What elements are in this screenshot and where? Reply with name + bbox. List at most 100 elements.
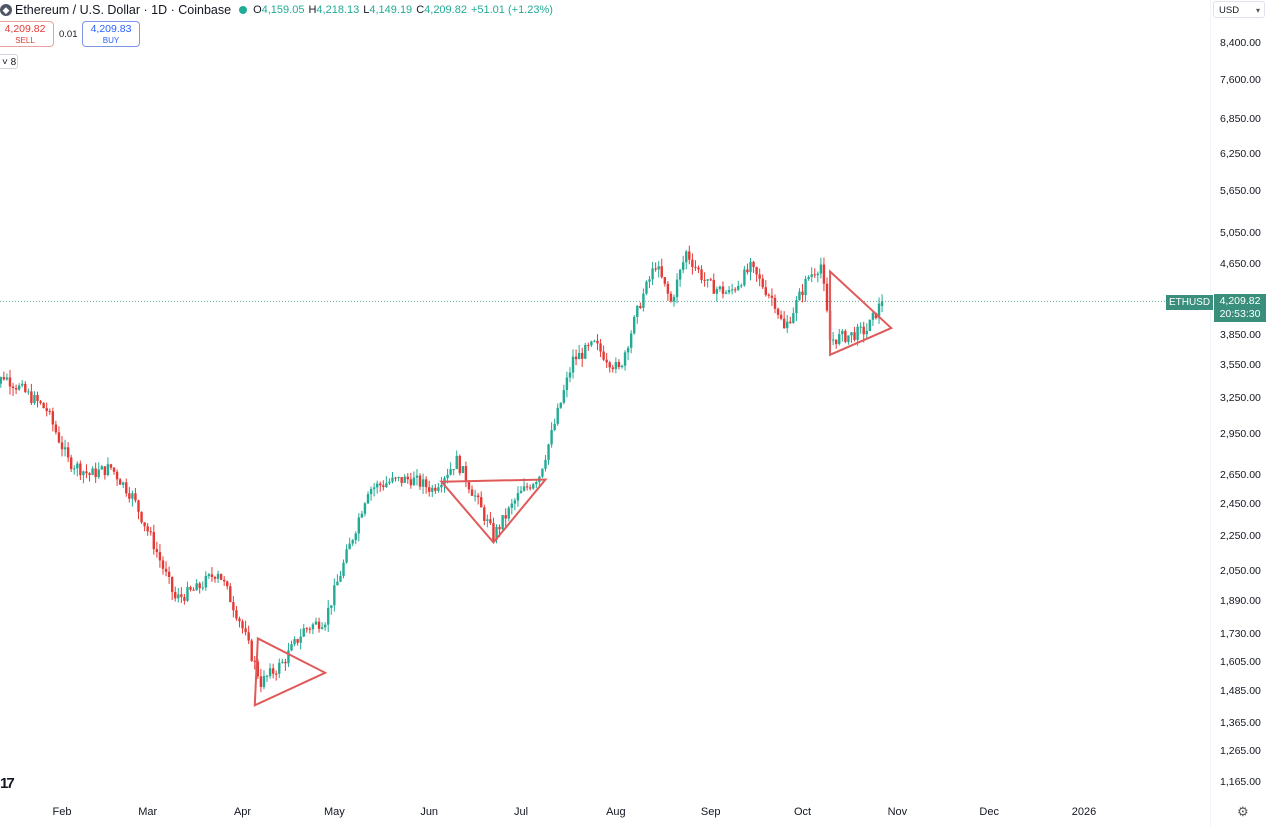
candle-body (605, 359, 608, 363)
candle-body (287, 650, 290, 664)
candle-body (510, 503, 514, 508)
time-tick-label: 2026 (1071, 806, 1097, 818)
candle-body (868, 319, 872, 331)
candle-body (161, 560, 165, 569)
candle-body (850, 332, 853, 336)
price-tick-label: 5,650.00 (1220, 185, 1261, 198)
candle-body (360, 513, 364, 518)
candle-body (366, 494, 370, 504)
candle-body (415, 475, 419, 478)
chart-canvas[interactable] (0, 0, 1210, 800)
candle-body (724, 292, 728, 294)
candle-body (816, 273, 820, 276)
candle-body (871, 312, 875, 320)
candle-body (700, 269, 703, 280)
candle-body (42, 402, 45, 409)
candle-body (131, 493, 134, 499)
candle-body (688, 251, 691, 260)
candle-body (140, 511, 143, 523)
candle-body (544, 459, 547, 469)
candle-body (476, 495, 480, 498)
candle-body (559, 402, 562, 408)
candle-body (149, 531, 152, 533)
candle-body (782, 318, 786, 329)
candle-body (856, 326, 859, 340)
pattern-ascending-triangle (439, 478, 548, 545)
candle-body (137, 500, 140, 512)
high-value: H4,218.13 (308, 4, 360, 16)
candle-body (862, 326, 865, 335)
candle-body (706, 279, 709, 281)
price-tick-label: 2,450.00 (1220, 497, 1261, 510)
candle-body (33, 394, 36, 404)
candle-body (486, 519, 489, 521)
candle-body (825, 283, 829, 311)
candle-body (437, 487, 440, 491)
candle-body (201, 587, 204, 589)
candle-body (642, 293, 645, 308)
price-tick-label: 5,050.00 (1220, 227, 1261, 240)
candle-body (112, 467, 116, 472)
chevron-down-icon: ▾ (1255, 6, 1260, 15)
candle-body (660, 266, 663, 278)
candle-body (412, 477, 416, 486)
candle-body (235, 610, 238, 619)
candle-body (611, 367, 614, 370)
candle-body (596, 340, 599, 344)
chart-area[interactable] (0, 0, 1210, 800)
candle-body (66, 447, 70, 458)
candle-body (467, 482, 471, 490)
candle-body (351, 540, 354, 544)
price-tick-label: 3,250.00 (1220, 392, 1261, 405)
candle-body (198, 583, 201, 589)
candle-body (158, 552, 162, 561)
candle-body (752, 261, 755, 268)
candle-body (464, 466, 468, 483)
indicators-toggle[interactable]: ˅ 8 (0, 54, 18, 69)
candle-body (712, 279, 715, 294)
candle-body (278, 662, 281, 674)
candle-body (434, 487, 437, 491)
sell-button[interactable]: 4,209.82 SELL (0, 21, 54, 47)
candle-body (125, 482, 128, 494)
time-tick-label: Jul (513, 806, 529, 818)
time-tick-label: Feb (52, 806, 72, 818)
candle-body (302, 628, 305, 637)
candle-body (492, 523, 495, 541)
candle-body (666, 283, 670, 294)
candle-body (629, 333, 633, 348)
candle-body (357, 517, 361, 534)
symbol-title[interactable]: Ethereum / U.S. Dollar · 1D · Coinbase (15, 3, 232, 17)
candle-body (685, 251, 688, 263)
candle-body (553, 423, 556, 431)
settings-gear-icon[interactable]: ⚙ (1237, 804, 1249, 819)
candle-body (718, 286, 722, 289)
price-tick-label: 7,600.00 (1220, 74, 1261, 87)
candle-body (483, 507, 486, 521)
candle-body (109, 464, 113, 468)
candle-body (663, 277, 667, 284)
candle-body (253, 660, 256, 662)
candle-body (694, 266, 697, 268)
candle-body (262, 675, 266, 687)
candle-body (183, 596, 186, 601)
candle-body (473, 495, 477, 497)
candle-body (155, 549, 159, 553)
candle-body (730, 289, 734, 291)
candle-body (633, 316, 636, 334)
price-tick-label: 2,950.00 (1220, 428, 1261, 441)
candle-body (773, 297, 777, 309)
candle-body (547, 444, 550, 460)
candle-body (770, 295, 774, 298)
price-tick-label: 1,730.00 (1220, 628, 1261, 641)
candle-body (418, 475, 422, 487)
candle-body (134, 493, 137, 501)
candle-body (54, 424, 58, 433)
price-tick-label: 2,050.00 (1220, 564, 1261, 577)
candle-body (222, 579, 226, 582)
buy-button[interactable]: 4,209.83 BUY (82, 21, 140, 47)
tradingview-logo[interactable]: 17 (0, 775, 15, 792)
candle-body (308, 628, 312, 630)
candle-body (275, 673, 278, 675)
currency-select[interactable]: USD ▾ (1213, 1, 1265, 18)
